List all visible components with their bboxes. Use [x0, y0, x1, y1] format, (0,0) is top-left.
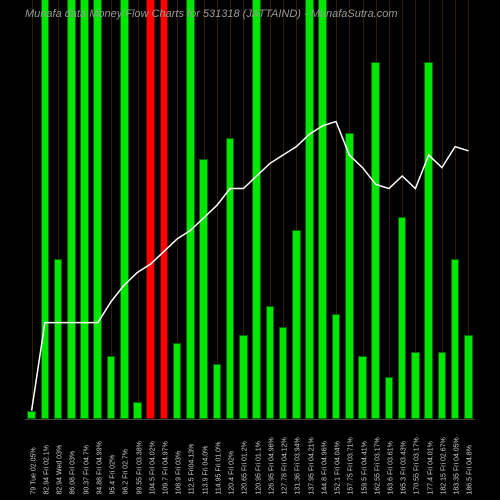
x-axis-label: 165.3 Fri 03.43% [401, 441, 408, 494]
x-axis-label: 170.55 Fri 03.17% [414, 437, 421, 494]
x-axis-label: 137.95 Fri 04.21% [308, 437, 315, 494]
x-axis-label: 95.4 Fri 02% [110, 455, 117, 495]
chart-plot-area [25, 0, 475, 420]
x-axis-label: 152.1 Fri 04.04% [335, 441, 342, 494]
x-axis-label: 86.08 Fri 03% [70, 451, 77, 495]
x-axis-label: 82.94 Fri 02.1% [43, 445, 50, 494]
x-axis-label: 163.6 Fri 03.61% [387, 441, 394, 494]
x-axis-label: 108.9 Fri 03% [176, 451, 183, 495]
x-axis-label: 90.37 Fri 04.7% [83, 445, 90, 494]
x-axis-label: 177.4 Fri 04.01% [427, 441, 434, 494]
x-axis-label: 120.95 Fri 01.1% [255, 441, 262, 494]
x-axis-label: 126.95 Fri 04.96% [268, 437, 275, 494]
x-axis-label: 82.94 Wed 03% [57, 445, 64, 495]
x-axis-label: 159.5 Fri 04.41% [361, 441, 368, 494]
x-axis-label: 104.5 Fri 04.02% [149, 441, 156, 494]
x-axis-label: 182.15 Fri 02.67% [440, 437, 447, 494]
x-axis-label: 99.55 Fri 03.38% [136, 441, 143, 494]
x-axis-label: 131.36 Fri 03.94% [295, 437, 302, 494]
x-axis-label: 109.7 Fri 04.97% [162, 441, 169, 494]
x-axis-label: 113.9 Fri 04.0% [202, 446, 209, 495]
x-axis-label: 144.8 Fri 04.96% [321, 441, 328, 494]
x-axis-label: 79 Tue 02.05% [30, 447, 37, 494]
line-overlay [25, 0, 475, 419]
price-line [32, 122, 469, 411]
x-axis-label: 94.88 Fri 04.99% [96, 441, 103, 494]
x-axis-label: 120.65 Fri 01.2% [242, 441, 249, 494]
x-axis-label: 114.95 Fri 01.0% [215, 442, 222, 495]
x-axis-label: 157.75 Fri 03.71% [348, 437, 355, 494]
chart-container: Munafa data Money Flow Charts for 531318… [0, 0, 500, 500]
x-axis-label: 186.5 Fri 04.8% [467, 445, 474, 494]
chart-title: Munafa data Money Flow Charts for 531318… [25, 8, 475, 20]
x-axis-labels: 79 Tue 02.05% 82.94 Fri 02.1% 82.94 Wed 03… [25, 420, 475, 500]
x-axis-label: 162.55 Fri 03.17% [374, 437, 381, 494]
x-axis-label: 127.78 Fri 04.12% [282, 437, 289, 494]
x-axis-label: 183.35 Fri 04.05% [454, 437, 461, 494]
x-axis-label: 120.4 Fri 02% [229, 451, 236, 495]
x-axis-label: 96.2 Fri 02.7% [123, 449, 130, 495]
x-axis-label: 112.5 Fri04.13% [189, 444, 196, 495]
